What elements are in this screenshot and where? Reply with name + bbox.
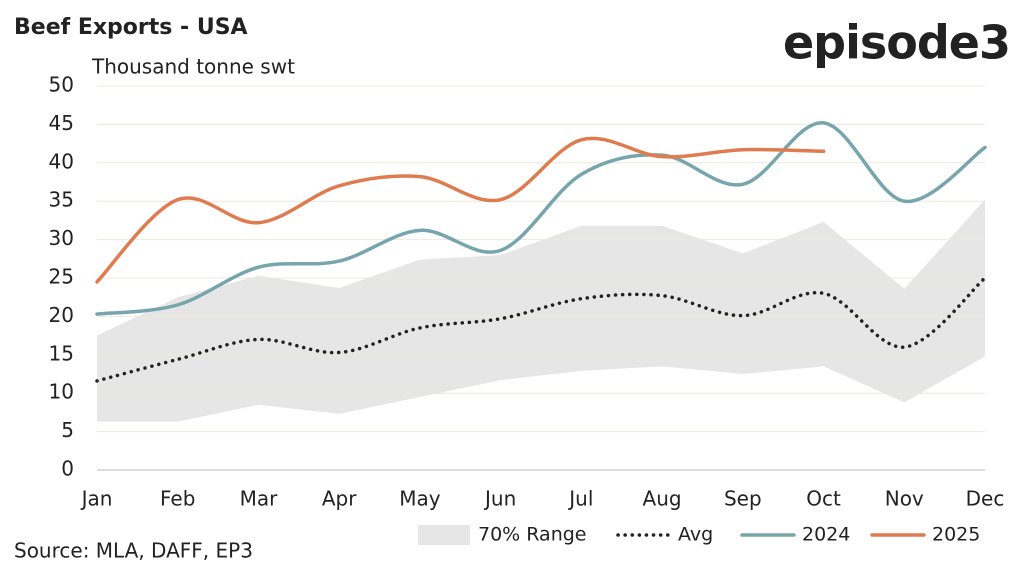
y-tick-label: 5	[61, 418, 74, 442]
y-tick-label: 30	[49, 226, 74, 250]
legend-label: Avg	[678, 524, 713, 546]
chart-title: Beef Exports - USA	[14, 15, 248, 40]
x-tick-label: Mar	[240, 487, 279, 511]
y-tick-label: 45	[49, 111, 74, 135]
y-tick-label: 35	[49, 188, 74, 212]
y-tick-label: 50	[49, 73, 74, 97]
y-tick-label: 25	[49, 265, 74, 289]
legend-label: 2024	[802, 524, 850, 546]
x-tick-label: Aug	[643, 487, 682, 511]
x-tick-label: Sep	[724, 487, 762, 511]
x-tick-label: Jul	[567, 487, 593, 511]
legend-label: 70% Range	[478, 524, 587, 546]
y-tick-label: 0	[61, 457, 74, 481]
y-tick-label: 15	[49, 341, 74, 365]
y-tick-label: 10	[49, 380, 74, 404]
brand-logo: episode3	[783, 16, 1010, 70]
x-tick-label: Jun	[483, 487, 516, 511]
range-band	[97, 199, 985, 422]
source-note: Source: MLA, DAFF, EP3	[14, 539, 253, 563]
legend-label: 2025	[932, 524, 980, 546]
y-tick-label: 40	[49, 149, 74, 173]
x-tick-label: Nov	[885, 487, 924, 511]
x-tick-label: Dec	[966, 487, 1005, 511]
x-tick-label: Jan	[80, 487, 113, 511]
x-tick-label: Feb	[160, 487, 195, 511]
y-tick-label: 20	[49, 303, 74, 327]
x-tick-label: May	[399, 487, 441, 511]
series-line	[95, 121, 987, 316]
series-line	[95, 136, 826, 284]
x-tick-label: Apr	[322, 487, 357, 511]
y-axis-label: Thousand tonne swt	[91, 55, 295, 79]
x-tick-label: Oct	[806, 487, 841, 511]
legend-swatch	[418, 525, 470, 545]
